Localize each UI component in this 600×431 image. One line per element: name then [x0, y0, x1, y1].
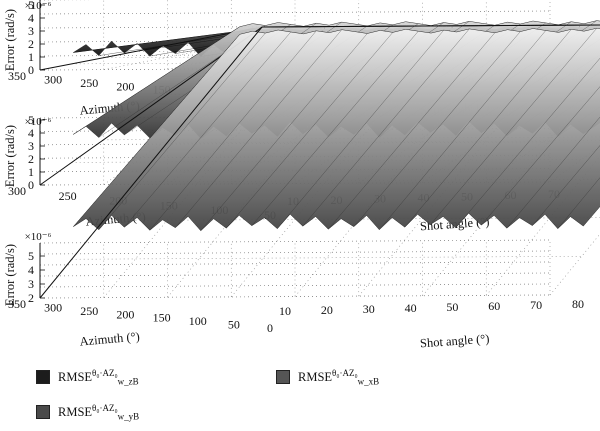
azimuth-tick-label: 250 — [59, 189, 77, 203]
surface-facet-line — [175, 29, 342, 228]
azimuth-tick-label: 100 — [189, 314, 207, 328]
surface-facet-line — [379, 30, 546, 230]
azimuth-tick-label: 0 — [267, 321, 273, 335]
surface-facet-line — [226, 32, 393, 229]
shot-angle-tick-label: 50 — [446, 300, 458, 314]
legend-label-x: RMSEθ₀·AZ₀w_xB — [298, 368, 380, 387]
azimuth-axis-line — [39, 26, 263, 299]
error-tick-label: 4 — [28, 263, 34, 277]
azimuth-tick-label: 300 — [44, 300, 62, 314]
azimuth-tick-label: 200 — [116, 79, 134, 93]
azimuth-tick-label: 250 — [80, 304, 98, 318]
legend-item-z: RMSEθ₀·AZ₀w_zB — [36, 368, 139, 387]
surface-facet-line — [73, 30, 240, 53]
azimuth-axis-label: Azimuth (°) — [79, 329, 140, 348]
error-tick-label: 3 — [28, 139, 34, 153]
error-tick-label: 4 — [28, 126, 34, 140]
error-axis-label: Error (rad/s) — [3, 125, 17, 187]
surface-facet-line — [149, 30, 317, 231]
surface-facet-line — [277, 29, 444, 229]
error-tick-label: 5 — [28, 249, 34, 263]
legend-label-z: RMSEθ₀·AZ₀w_zB — [58, 368, 139, 387]
error-axis-label: Error (rad/s) — [3, 244, 17, 306]
error-multiplier: ×10⁻⁶ — [25, 231, 52, 243]
surface-facet-line — [353, 31, 521, 227]
surface-facet-line — [430, 28, 597, 225]
azimuth-tick-label: 50 — [228, 318, 240, 332]
azimuth-tick-label: 350 — [8, 69, 26, 83]
surface-facet-line — [481, 86, 600, 226]
azimuth-axis-line — [39, 26, 263, 71]
shot-angle-tick-label: 40 — [405, 301, 417, 315]
surface-facet-line — [251, 31, 419, 226]
shot-angle-axis-line — [261, 24, 600, 28]
error-tick-label: 2 — [28, 152, 34, 166]
shot-angle-tick-label: 70 — [530, 298, 542, 312]
surface-facet-line — [302, 28, 470, 227]
error-multiplier: ×10⁻⁶ — [25, 0, 52, 12]
surface-facet-line — [455, 57, 600, 228]
surface-facet-line — [532, 145, 600, 226]
azimuth-tick-label: 200 — [116, 307, 134, 321]
legend-item-y: RMSEθ₀·AZ₀w_yB — [36, 403, 139, 422]
error-tick-label: 5 — [28, 0, 34, 12]
error-tick-label: 5 — [28, 113, 34, 127]
azimuth-tick-label: 250 — [80, 76, 98, 90]
legend-swatch-x — [276, 370, 290, 385]
azimuth-tick-label: 300 — [44, 72, 62, 86]
error-axis-label: Error (rad/s) — [3, 9, 17, 71]
azimuth-tick-label: 150 — [153, 311, 171, 325]
error-tick-label: 1 — [28, 165, 34, 179]
legend-swatch-z — [36, 370, 50, 385]
error-tick-label: 1 — [28, 50, 34, 64]
error-surface — [73, 27, 600, 232]
legend-item-x: RMSEθ₀·AZ₀w_xB — [276, 368, 379, 387]
surface-facet-line — [506, 116, 600, 229]
shot-angle-tick-label: 20 — [321, 303, 333, 317]
error-tick-label: 2 — [28, 291, 34, 305]
shot-angle-tick-label: 80 — [572, 297, 584, 311]
surface-facet-line — [73, 26, 240, 135]
error-tick-label: 0 — [28, 63, 34, 77]
surface-facet-line — [200, 33, 368, 231]
shot-angle-axis-label: Shot angle (°) — [420, 332, 490, 351]
legend-label-y: RMSEθ₀·AZ₀w_yB — [58, 403, 140, 422]
error-tick-label: 3 — [28, 24, 34, 38]
azimuth-tick-label: 300 — [8, 184, 26, 198]
error-tick-label: 0 — [28, 178, 34, 192]
error-tick-label: 3 — [28, 277, 34, 291]
surface-facet-line — [98, 32, 266, 230]
error-tick-label: 2 — [28, 37, 34, 51]
surface-facet-line — [73, 34, 240, 227]
error-multiplier: ×10⁻⁶ — [25, 116, 52, 128]
shot-angle-tick-label: 60 — [488, 299, 500, 313]
error-tick-label: 4 — [28, 11, 34, 25]
surface-facet-line — [124, 31, 291, 228]
surface-facet-line — [557, 177, 600, 229]
surface-facet-line — [404, 29, 572, 228]
azimuth-tick-label: 350 — [8, 297, 26, 311]
legend-swatch-y — [36, 405, 50, 420]
shot-angle-tick-label: 30 — [363, 302, 375, 316]
shot-angle-tick-label: 10 — [279, 304, 291, 318]
surface-facet-line — [328, 32, 495, 230]
